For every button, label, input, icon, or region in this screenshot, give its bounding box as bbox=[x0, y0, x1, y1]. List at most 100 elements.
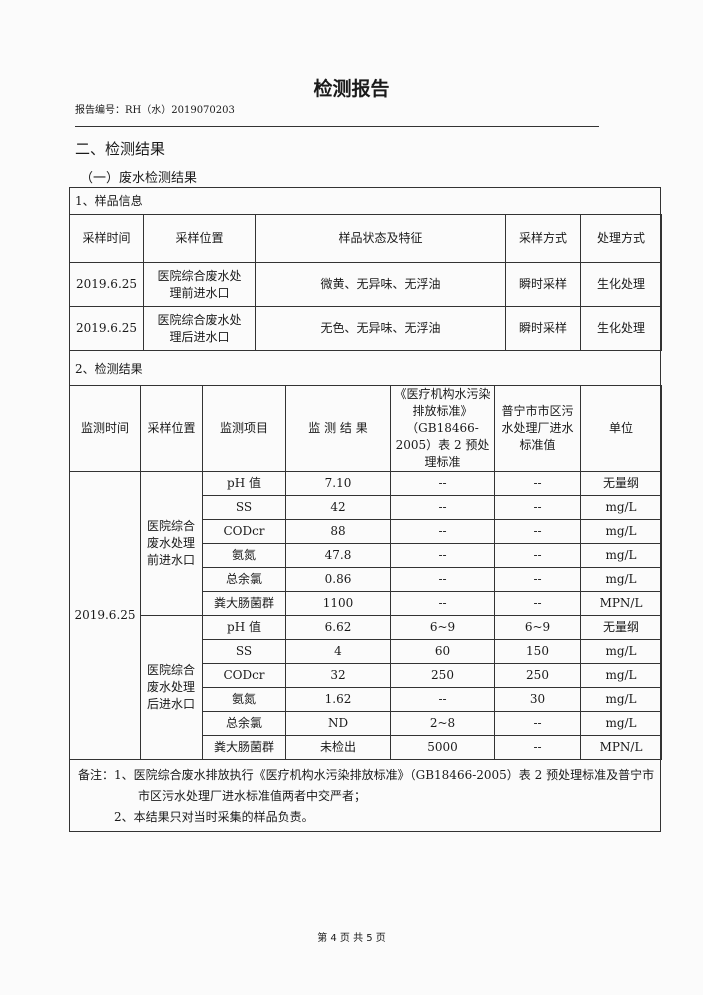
table-cell: -- bbox=[390, 519, 495, 544]
table-cell: -- bbox=[494, 711, 581, 736]
table-cell: mg/L bbox=[580, 567, 662, 592]
table-cell: 150 bbox=[494, 639, 581, 664]
table-cell: 250 bbox=[494, 663, 581, 688]
column-header: 监 测 结 果 bbox=[285, 385, 391, 472]
note-2: 2、本结果只对当时采集的样品负责。 bbox=[114, 810, 314, 824]
table-cell: MPN/L bbox=[580, 735, 662, 760]
table-cell: -- bbox=[390, 471, 495, 496]
table-header-row: 采样时间 采样位置 样品状态及特征 采样方式 处理方式 bbox=[69, 214, 662, 263]
column-header: 采样时间 bbox=[69, 214, 144, 263]
table-cell: -- bbox=[390, 591, 495, 616]
results-table: 监测时间 采样位置 监测项目监 测 结 果《医疗机构水污染排放标准》（GB18466… bbox=[69, 385, 662, 760]
table-cell: -- bbox=[494, 735, 581, 760]
table-cell: ND bbox=[285, 711, 391, 736]
sampling-location: 医院综合废水处理后进水口 bbox=[140, 615, 203, 760]
table-row: 氨氮 47.8 -- -- mg/L bbox=[70, 543, 662, 568]
table-row: 粪大肠菌群 未检出 5000 -- MPN/L bbox=[70, 735, 662, 760]
sample-info-label: 1、样品信息 bbox=[75, 194, 143, 208]
note-1: 备注：1、医院综合废水排放执行《医疗机构水污染排放标准》（GB18466-200… bbox=[78, 768, 655, 782]
table-cell: 1100 bbox=[285, 591, 391, 616]
table-cell: -- bbox=[494, 567, 581, 592]
table-cell: -- bbox=[494, 495, 581, 520]
table-cell: 2019.6.25 bbox=[69, 306, 144, 351]
table-cell: 氨氮 bbox=[202, 543, 286, 568]
column-header: 普宁市市区污水处理厂进水标准值 bbox=[494, 385, 581, 472]
table-cell: -- bbox=[390, 567, 495, 592]
results-label: 2、检测结果 bbox=[75, 362, 143, 376]
table-row: 2019.6.25 医院综合废水处理前进水口 pH 值 7.10 -- -- 无量纲 bbox=[69, 471, 662, 760]
table-row: 医院综合废水处理后进水口 pH 值 6.62 6~9 6~9 无量纲 bbox=[70, 615, 662, 760]
page-title: 检测报告 bbox=[313, 78, 390, 100]
table-cell: mg/L bbox=[580, 495, 662, 520]
column-header: 样品状态及特征 bbox=[255, 214, 506, 263]
table-cell: -- bbox=[494, 519, 581, 544]
column-header: 监测时间 bbox=[69, 385, 141, 472]
table-cell: -- bbox=[494, 591, 581, 616]
table-cell: 总余氯 bbox=[202, 567, 286, 592]
subsection-title: （一）废水检测结果 bbox=[80, 171, 198, 186]
table-cell: 2019.6.25 bbox=[69, 262, 144, 307]
table-cell: 6~9 bbox=[494, 615, 581, 640]
page-number: 第 4 页 共 5 页 bbox=[317, 933, 386, 944]
table-cell: 47.8 bbox=[285, 543, 391, 568]
table-cell: 医院综合废水处理前进水口 bbox=[143, 262, 256, 307]
table-cell: 30 bbox=[494, 687, 581, 712]
table-cell: mg/L bbox=[580, 519, 662, 544]
table-cell: 2~8 bbox=[390, 711, 495, 736]
table-cell: 无色、无异味、无浮油 bbox=[255, 306, 506, 351]
table-cell: 粪大肠菌群 bbox=[202, 735, 286, 760]
table-cell: -- bbox=[390, 495, 495, 520]
table-row: 总余氯 ND 2~8 -- mg/L bbox=[70, 711, 662, 736]
table-cell: 250 bbox=[390, 663, 495, 688]
table-cell: 瞬时采样 bbox=[505, 262, 581, 307]
sampling-location: 医院综合废水处理前进水口 bbox=[140, 471, 203, 616]
table-cell: mg/L bbox=[580, 639, 662, 664]
table-cell: 总余氯 bbox=[202, 711, 286, 736]
table-cell: MPN/L bbox=[580, 591, 662, 616]
table-cell: mg/L bbox=[580, 543, 662, 568]
table-cell: 瞬时采样 bbox=[505, 306, 581, 351]
table-cell: -- bbox=[390, 543, 495, 568]
table-cell: 氨氮 bbox=[202, 687, 286, 712]
column-header: 《医疗机构水污染排放标准》（GB18466-2005）表 2 预处理标准 bbox=[390, 385, 495, 472]
table-cell: 生化处理 bbox=[580, 306, 662, 351]
table-cell: 4 bbox=[285, 639, 391, 664]
table-cell: 未检出 bbox=[285, 735, 391, 760]
note-1-cont: 市区污水处理厂进水标准值两者中交严者； bbox=[138, 789, 367, 803]
table-cell: 1.62 bbox=[285, 687, 391, 712]
table-cell: 微黄、无异味、无浮油 bbox=[255, 262, 506, 307]
table-row: CODcr 88 -- -- mg/L bbox=[70, 519, 662, 544]
table-header-row: 监测时间 采样位置 监测项目监 测 结 果《医疗机构水污染排放标准》（GB18466… bbox=[69, 385, 662, 472]
table-row: CODcr 32 250 250 mg/L bbox=[70, 663, 662, 688]
table-row: 2019.6.25 医院综合废水处理前进水口 微黄、无异味、无浮油 瞬时采样 生化处理 bbox=[69, 262, 662, 307]
column-header: 单位 bbox=[580, 385, 662, 472]
table-cell: CODcr bbox=[202, 663, 286, 688]
monitoring-date: 2019.6.25 bbox=[69, 471, 141, 760]
column-header: 采样方式 bbox=[505, 214, 581, 263]
table-cell: mg/L bbox=[580, 711, 662, 736]
table-cell: 无量纲 bbox=[580, 615, 662, 640]
notes: 备注：1、医院综合废水排放执行《医疗机构水污染排放标准》（GB18466-200… bbox=[78, 765, 663, 828]
column-header: 采样位置 bbox=[140, 385, 203, 472]
table-cell: CODcr bbox=[202, 519, 286, 544]
section-title: 二、检测结果 bbox=[75, 140, 166, 158]
table-cell: 无量纲 bbox=[580, 471, 662, 496]
table-cell: SS bbox=[202, 495, 286, 520]
table-cell: 88 bbox=[285, 519, 391, 544]
table-cell: mg/L bbox=[580, 687, 662, 712]
table-cell: mg/L bbox=[580, 663, 662, 688]
table-cell: 6.62 bbox=[285, 615, 391, 640]
table-cell: SS bbox=[202, 639, 286, 664]
table-row: 2019.6.25 医院综合废水处理后进水口 无色、无异味、无浮油 瞬时采样 生化处理 bbox=[69, 306, 662, 351]
table-cell: pH 值 bbox=[202, 615, 286, 640]
table-cell: 医院综合废水处理后进水口 bbox=[143, 306, 256, 351]
column-header: 监测项目 bbox=[202, 385, 286, 472]
table-cell: 6~9 bbox=[390, 615, 495, 640]
column-header: 采样位置 bbox=[143, 214, 256, 263]
table-cell: 0.86 bbox=[285, 567, 391, 592]
table-cell: 42 bbox=[285, 495, 391, 520]
divider bbox=[75, 126, 599, 127]
table-cell: 32 bbox=[285, 663, 391, 688]
table-cell: 7.10 bbox=[285, 471, 391, 496]
report-number: 报告编号：RH（水）2019070203 bbox=[75, 105, 235, 116]
